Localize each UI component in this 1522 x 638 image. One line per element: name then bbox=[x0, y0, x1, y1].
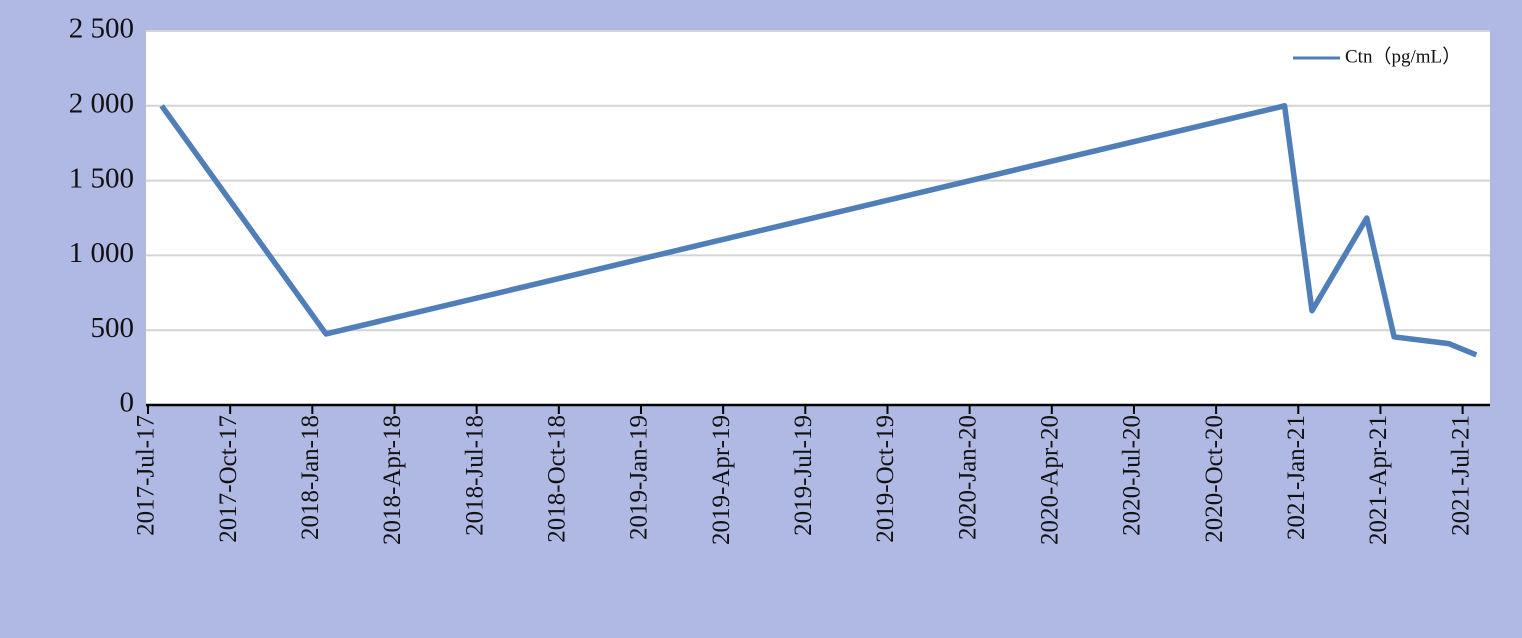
y-tick-label: 2 500 bbox=[69, 13, 134, 45]
data-line bbox=[159, 103, 1478, 358]
x-tick-label: 2018-Jul-18 bbox=[461, 415, 488, 536]
y-tick-label: 0 bbox=[120, 387, 135, 419]
x-tick-label: 2019-Jan-19 bbox=[626, 415, 653, 540]
y-tick-label: 2 000 bbox=[69, 87, 134, 119]
x-tick-label: 2021-Jul-21 bbox=[1447, 415, 1474, 536]
x-tick-label: 2018-Oct-18 bbox=[544, 415, 571, 543]
x-tick-label: 2021-Jan-21 bbox=[1283, 415, 1310, 540]
y-tick-label: 1 000 bbox=[69, 237, 134, 269]
legend-label: Ctn（pg/mL） bbox=[1345, 45, 1461, 67]
x-tick-label: 2019-Oct-19 bbox=[872, 415, 899, 543]
y-tick-label: 500 bbox=[91, 312, 135, 344]
x-tick-label: 2018-Jan-18 bbox=[297, 415, 324, 540]
x-tick-label: 2020-Jan-20 bbox=[954, 415, 981, 540]
y-tick-label: 1 500 bbox=[69, 162, 134, 194]
x-tick-label: 2020-Jul-20 bbox=[1119, 415, 1146, 536]
x-tick-label: 2018-Apr-18 bbox=[379, 415, 406, 545]
x-tick-label: 2020-Apr-20 bbox=[1037, 415, 1064, 545]
x-tick-label: 2019-Jul-19 bbox=[790, 415, 817, 536]
x-tick-label: 2017-Oct-17 bbox=[215, 415, 242, 543]
x-tick-label: 2020-Oct-20 bbox=[1201, 415, 1228, 543]
x-tick-label: 2019-Apr-19 bbox=[708, 415, 735, 545]
x-tick-label: 2021-Apr-21 bbox=[1365, 415, 1392, 545]
x-tick-label: 2017-Jul-17 bbox=[133, 415, 160, 536]
